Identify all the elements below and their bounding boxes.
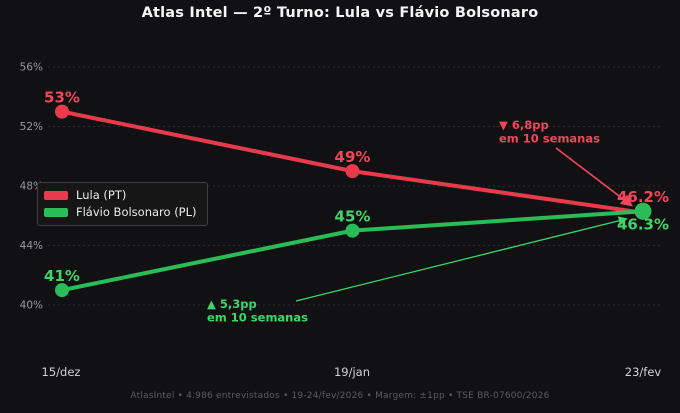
legend: Lula (PT) Flávio Bolsonaro (PL) [37, 182, 208, 226]
chart-title: Atlas Intel — 2º Turno: Lula vs Flávio B… [141, 5, 539, 21]
annotation-text: ▲ 5,3pp [207, 297, 257, 311]
data-point-label: 53% [44, 89, 80, 107]
x-axis: 15/dez 19/jan 23/fev [0, 365, 680, 381]
annotation-arrow [555, 147, 633, 207]
chart-footer: AtlasIntel • 4.986 entrevistados • 19-24… [130, 391, 550, 401]
y-tick-label: 52% [20, 121, 43, 133]
annotation-text: em 10 semanas [207, 311, 308, 325]
data-point [345, 223, 360, 238]
y-tick-label: 40% [20, 300, 43, 312]
legend-item-bolsonaro: Flávio Bolsonaro (PL) [44, 206, 197, 219]
legend-label-bolsonaro: Flávio Bolsonaro (PL) [76, 205, 197, 219]
annotation-arrow [295, 216, 628, 302]
legend-swatch-lula [44, 191, 68, 200]
legend-swatch-bolsonaro [44, 208, 68, 217]
data-point [345, 164, 360, 179]
legend-label-lula: Lula (PT) [76, 188, 127, 202]
x-tick-23fev: 23/fev [624, 365, 662, 379]
x-tick-19jan: 19/jan [333, 365, 371, 379]
annotation-text: ▼ 6,8pp [499, 118, 549, 132]
data-point-label: 41% [44, 267, 80, 285]
data-point [55, 104, 69, 119]
data-point-label: 49% [335, 148, 371, 166]
data-point [55, 283, 69, 298]
y-tick-label: 56% [20, 62, 43, 74]
legend-item-lula: Lula (PT) [44, 189, 197, 202]
data-point-label: 46.3% [617, 215, 669, 233]
y-tick-label: 44% [20, 240, 43, 252]
annotation-text: em 10 semanas [499, 132, 600, 146]
data-point [634, 202, 652, 220]
x-tick-15dez: 15/dez [41, 365, 81, 379]
data-point-label: 45% [335, 208, 371, 226]
